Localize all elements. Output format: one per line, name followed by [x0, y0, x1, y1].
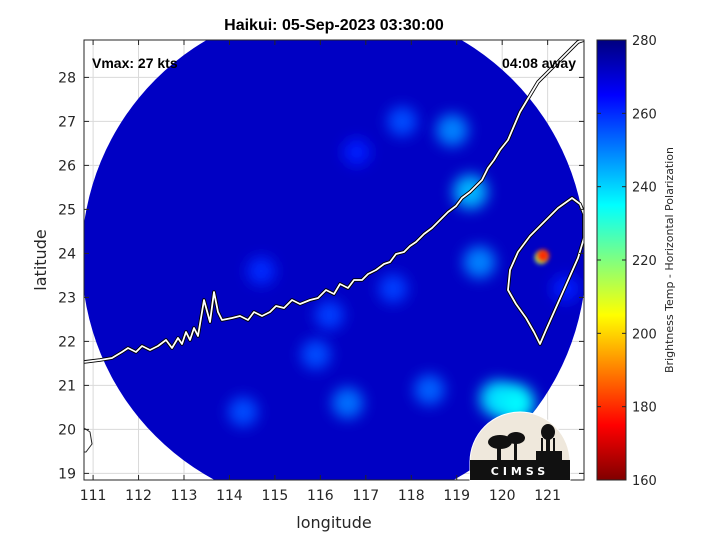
- y-tick-label: 28: [58, 70, 76, 86]
- x-tick-label: 121: [534, 488, 561, 504]
- swath-feature-blob: [247, 257, 276, 285]
- swath-feature-blob: [436, 114, 469, 147]
- swath-feature-blob: [537, 249, 550, 262]
- coastlines: [84, 40, 584, 453]
- coastline-taiwan: [507, 197, 584, 345]
- colorbar-tick-label: 180: [632, 401, 657, 416]
- colorbar-tick-label: 200: [632, 327, 657, 342]
- x-tick-label: 118: [398, 488, 425, 504]
- swath-disk: [84, 40, 584, 480]
- swath-features: [228, 106, 580, 427]
- y-tick-label: 24: [58, 246, 76, 262]
- x-axis: 111 112 113 114 115 116 117 118 119 120 121: [80, 40, 561, 504]
- coastline-china: [84, 40, 584, 363]
- swath-feature-blob: [228, 397, 258, 427]
- colorbar-tick-label: 260: [632, 107, 657, 122]
- colorbar: [596, 39, 627, 481]
- swath-feature-blob: [315, 300, 344, 330]
- swath-feature-blob: [414, 374, 445, 405]
- x-tick-label: 119: [443, 488, 470, 504]
- coastline-hainan: [84, 427, 93, 453]
- colorbar-label: Brightness Temp - Horizontal Polarizatio…: [663, 147, 676, 373]
- y-tick-label: 21: [58, 378, 76, 394]
- swath-feature-blob: [332, 387, 364, 419]
- x-tick-label: 120: [489, 488, 516, 504]
- x-tick-label: 115: [262, 488, 289, 504]
- x-tick-label: 111: [80, 488, 107, 504]
- colorbar-tick-label: 280: [632, 34, 657, 49]
- x-tick-label: 112: [125, 488, 152, 504]
- y-tick-label: 26: [58, 158, 76, 174]
- swath-feature-blob: [463, 246, 496, 279]
- logo-satellite-dish-icon: [488, 432, 525, 460]
- x-tick-label: 113: [171, 488, 198, 504]
- y-tick-label: 20: [58, 422, 76, 438]
- swath-feature-blob: [387, 106, 417, 137]
- logo-text: CIMSS: [491, 465, 549, 478]
- x-tick-label: 114: [216, 488, 243, 504]
- colorbar-ticks: 160 180 200 220 240 260 280: [597, 34, 657, 489]
- vmax-annotation: Vmax: 27 kts: [92, 55, 178, 71]
- plot-frame: [83, 39, 585, 481]
- colorbar-tick-label: 220: [632, 254, 657, 269]
- x-tick-label: 117: [352, 488, 379, 504]
- x-tick-label: 116: [307, 488, 334, 504]
- logo-water-tower-icon: [536, 424, 562, 460]
- swath-feature-blob: [378, 274, 408, 303]
- y-tick-label: 27: [58, 114, 76, 130]
- x-axis-label: longitude: [296, 513, 371, 532]
- y-tick-label: 23: [58, 290, 76, 306]
- y-tick-label: 19: [58, 466, 76, 482]
- chart-title: Haikui: 05-Sep-2023 03:30:00: [224, 17, 444, 34]
- y-axis: 19 20 21 22 23 24 25 26 27 28: [58, 70, 584, 482]
- time-away-annotation: 04:08 away: [502, 55, 576, 71]
- swath-feature-blob: [301, 339, 331, 370]
- swath-feature-blob: [343, 138, 371, 166]
- cimss-logo: CIMSS: [469, 411, 571, 481]
- y-tick-label: 22: [58, 334, 76, 350]
- y-axis-label: latitude: [31, 229, 50, 290]
- y-tick-label: 25: [58, 202, 76, 218]
- colorbar-tick-label: 160: [632, 474, 657, 489]
- colorbar-tick-label: 240: [632, 181, 657, 196]
